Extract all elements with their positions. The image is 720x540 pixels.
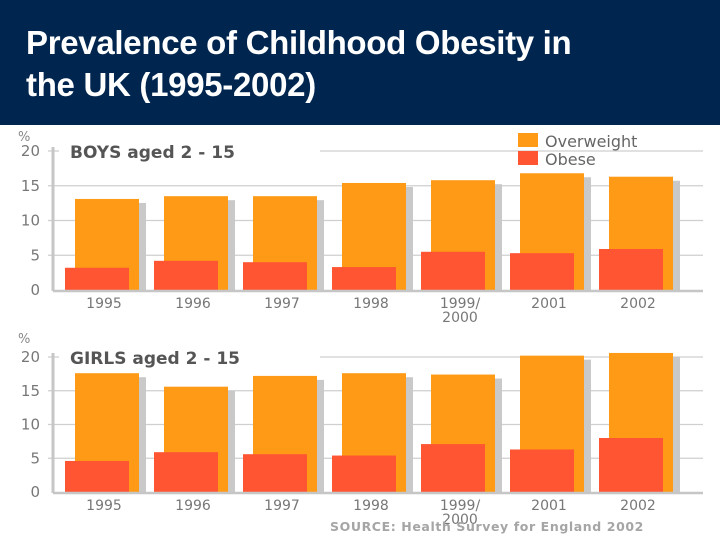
y-tick-label: 15 bbox=[21, 177, 40, 195]
bar-obese bbox=[510, 253, 574, 290]
x-tick-label: 2002 bbox=[620, 498, 656, 514]
x-tick-label: 2001 bbox=[531, 296, 567, 312]
x-tick-label: 1998 bbox=[353, 498, 389, 514]
legend-label-obese: Obese bbox=[545, 150, 596, 169]
y-tick-label: 0 bbox=[30, 281, 40, 299]
bar-obese bbox=[243, 262, 307, 290]
bar-shadow bbox=[673, 356, 680, 492]
x-tick-label: 1996 bbox=[175, 498, 211, 514]
bar-shadow bbox=[406, 377, 413, 492]
y-tick-label: 15 bbox=[21, 382, 40, 400]
x-tick-label: 1997 bbox=[264, 498, 300, 514]
source-note: SOURCE: Health Survey for England 2002 bbox=[330, 519, 644, 534]
bar-shadow bbox=[673, 180, 680, 290]
bar-shadow bbox=[317, 379, 324, 492]
bar-obese bbox=[421, 251, 485, 290]
bar-shadow bbox=[139, 377, 146, 492]
bar-obese bbox=[332, 267, 396, 290]
y-tick-label: 10 bbox=[21, 212, 40, 230]
x-tick-label: 2001 bbox=[531, 498, 567, 514]
bar-shadow bbox=[584, 359, 591, 492]
bar-obese bbox=[154, 452, 218, 492]
x-tick-label: 2000 bbox=[442, 512, 478, 525]
slide-title-line-2: the UK (1995-2002) bbox=[26, 66, 316, 103]
x-tick-label: 1999/ bbox=[440, 296, 481, 312]
y-tick-label: 5 bbox=[30, 246, 40, 264]
bar-shadow bbox=[228, 200, 235, 290]
boys-bar-chart: 0 5 10 15 20% BOYS aged 2 - 15 1995 1996 1997 199… bbox=[18, 130, 703, 325]
y-axis-unit-label: % bbox=[18, 332, 30, 347]
bar-shadow bbox=[317, 200, 324, 290]
slide-header: Prevalence of Childhood Obesity in the U… bbox=[0, 0, 720, 125]
x-tick-label: 2002 bbox=[620, 296, 656, 312]
slide-title: Prevalence of Childhood Obesity in the U… bbox=[26, 22, 706, 106]
bar-shadow bbox=[495, 378, 502, 492]
legend-label-overweight: Overweight bbox=[545, 132, 637, 151]
y-tick-label: 20 bbox=[21, 142, 40, 160]
bar-obese bbox=[599, 248, 663, 290]
x-tick-label: 1999/ bbox=[440, 498, 481, 514]
bar-obese bbox=[65, 460, 129, 492]
bar-obese bbox=[332, 455, 396, 492]
y-tick-label: 0 bbox=[30, 483, 40, 501]
bar-obese bbox=[243, 454, 307, 492]
bar-shadow bbox=[406, 186, 413, 290]
bar-obese bbox=[65, 267, 129, 290]
bar-obese bbox=[421, 444, 485, 492]
x-tick-label: 1995 bbox=[86, 498, 122, 514]
bar-shadow bbox=[495, 184, 502, 290]
slide-title-line-1: Prevalence of Childhood Obesity in bbox=[26, 24, 572, 61]
panel-title: GIRLS aged 2 - 15 bbox=[70, 349, 240, 369]
x-tick-label: 1996 bbox=[175, 296, 211, 312]
bar-shadow bbox=[139, 202, 146, 290]
y-tick-label: 5 bbox=[30, 449, 40, 467]
bar-shadow bbox=[584, 177, 591, 290]
bar-obese bbox=[599, 438, 663, 492]
y-axis-unit-label: % bbox=[18, 130, 30, 145]
x-tick-label: 2000 bbox=[442, 310, 478, 325]
x-tick-label: 1998 bbox=[353, 296, 389, 312]
legend-swatch-overweight bbox=[518, 133, 538, 147]
y-tick-label: 20 bbox=[21, 348, 40, 366]
girls-bar-chart: 0 5 10 15 20% GIRLS aged 2 - 15 1995 1996 1997 19… bbox=[18, 332, 703, 525]
bar-obese bbox=[154, 260, 218, 290]
x-tick-label: 1997 bbox=[264, 296, 300, 312]
bar-obese bbox=[510, 449, 574, 492]
y-tick-label: 10 bbox=[21, 416, 40, 434]
legend-swatch-obese bbox=[518, 151, 538, 165]
bar-shadow bbox=[228, 390, 235, 492]
panel-title: BOYS aged 2 - 15 bbox=[70, 143, 235, 163]
x-tick-label: 1995 bbox=[86, 296, 122, 312]
